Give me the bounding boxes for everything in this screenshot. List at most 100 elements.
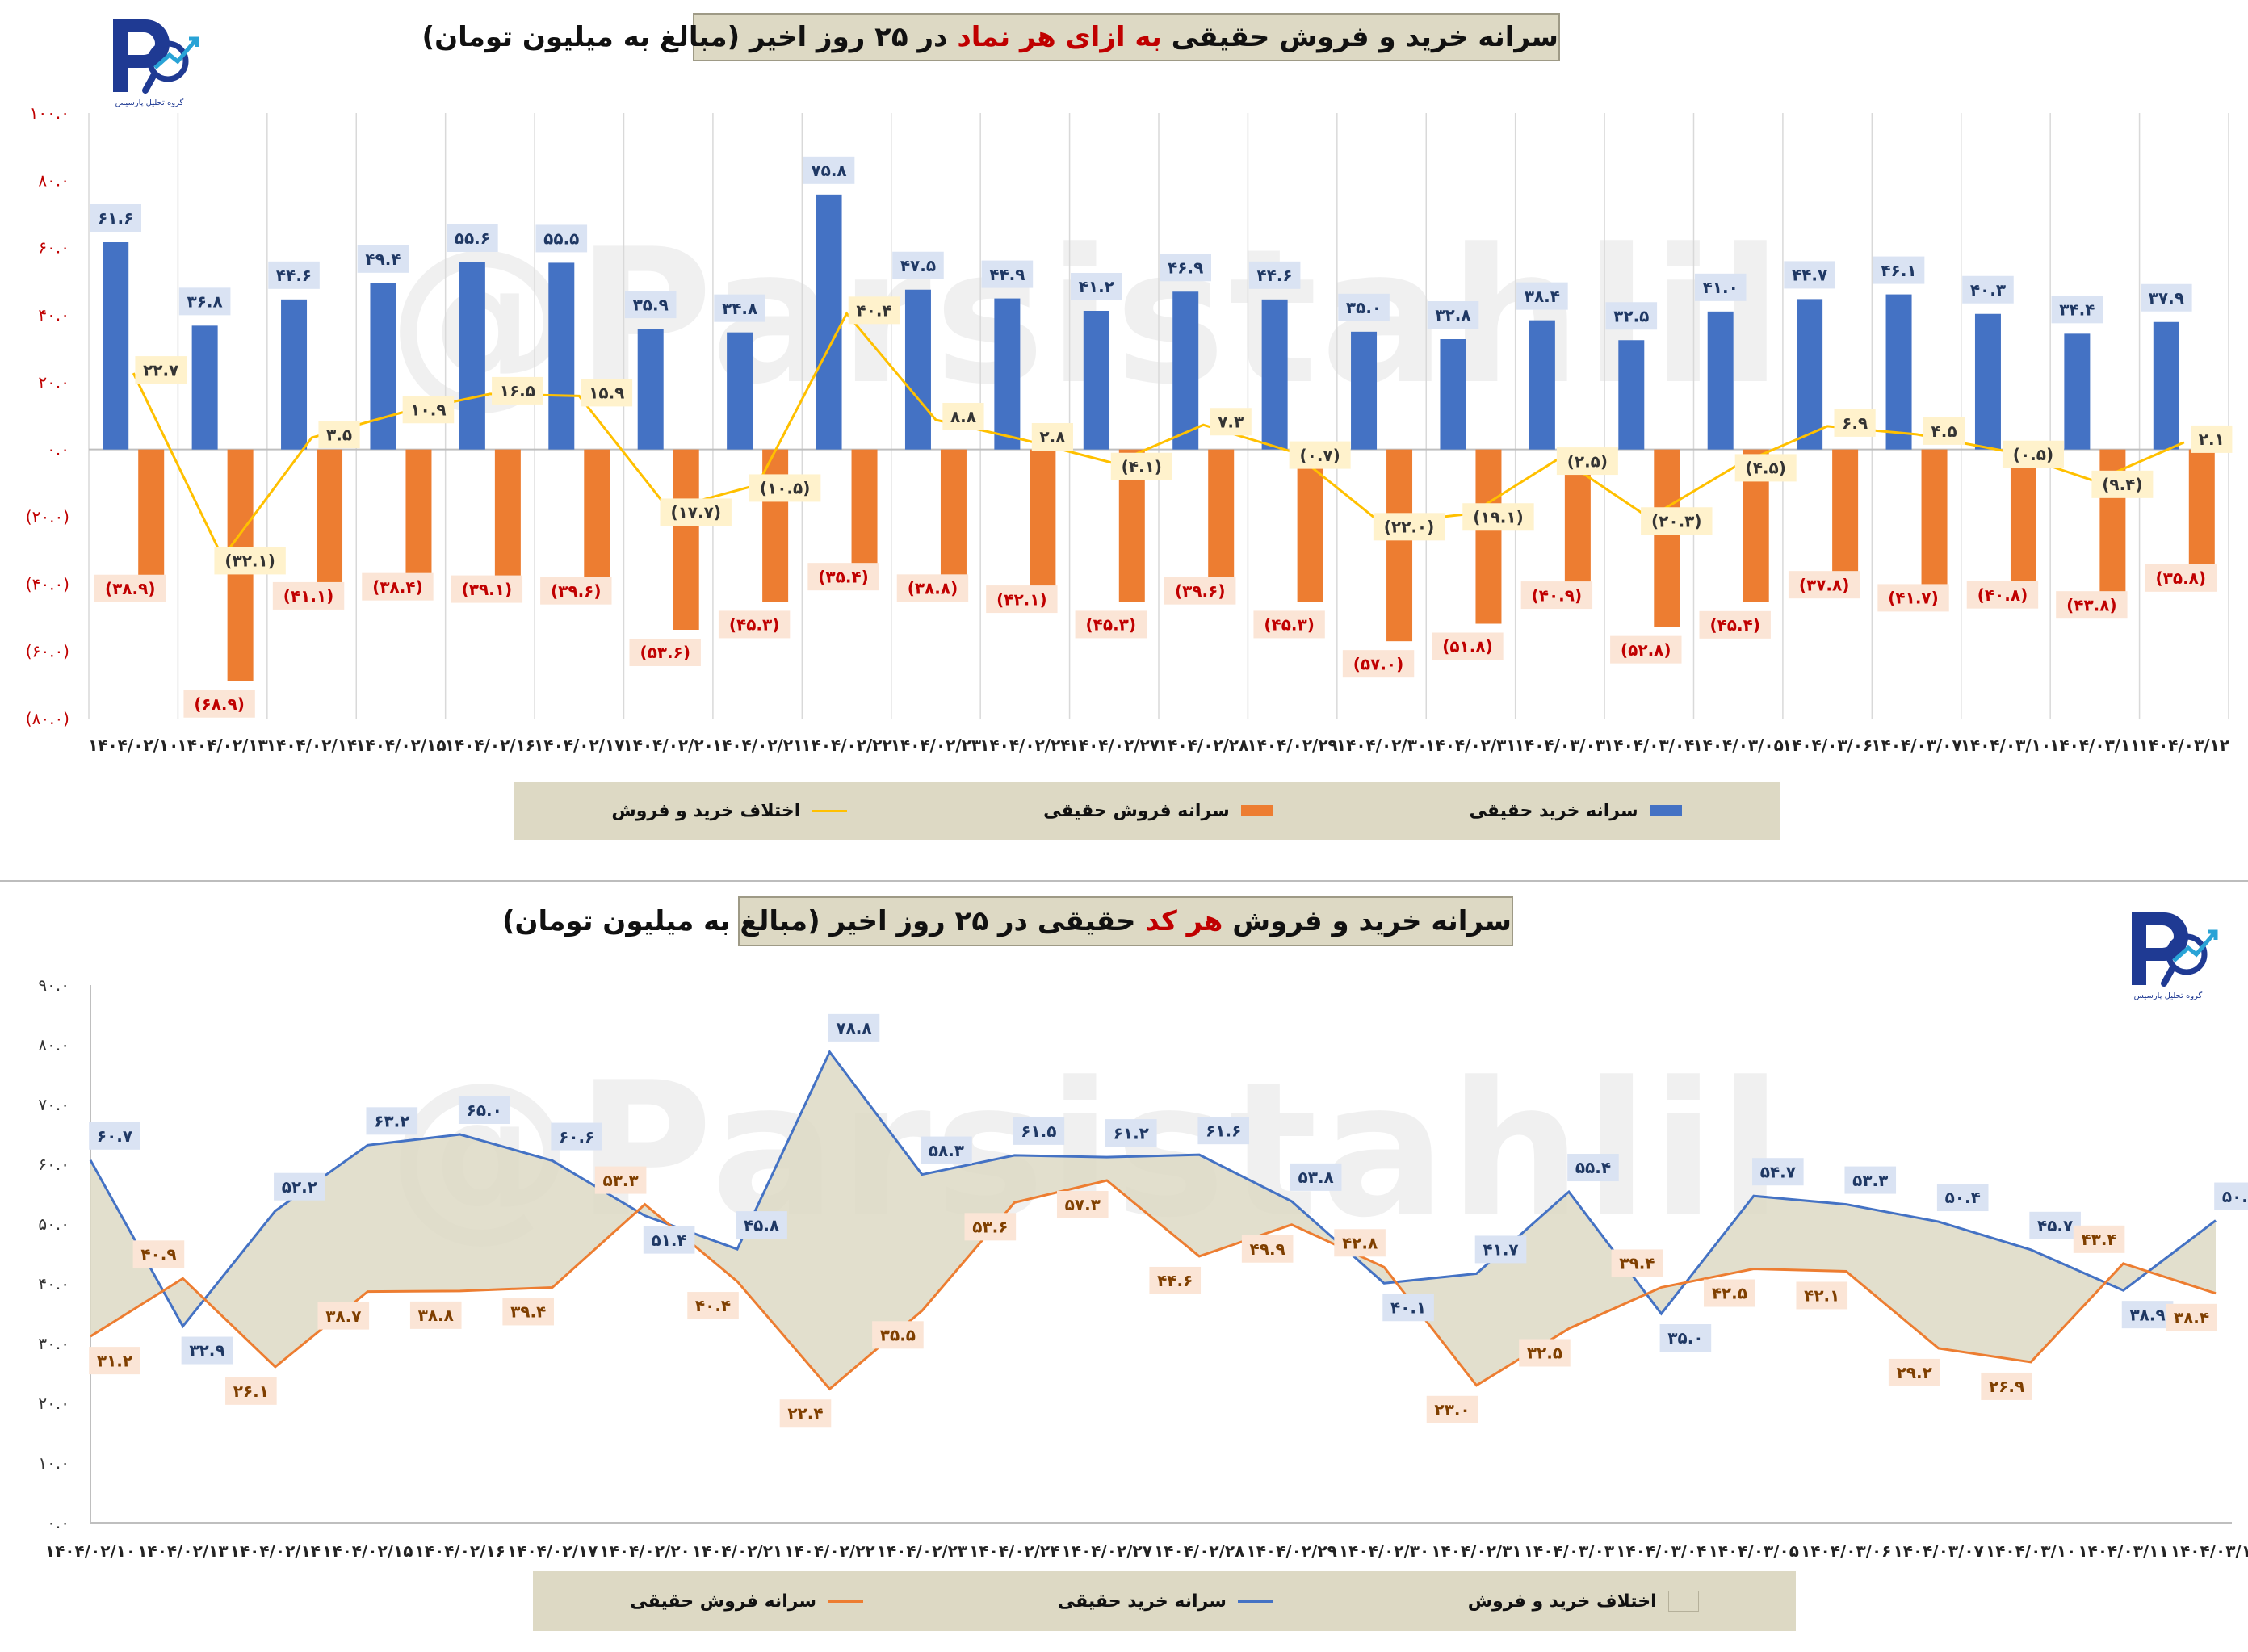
bar-buy (1974, 313, 2001, 450)
top-chart-svg: ۱۰۰.۰ ۸۰.۰ ۶۰.۰ ۴۰.۰ ۲۰.۰ ۰.۰ (۲۰.۰) (۴۰.۰) (۶۰.… (26, 103, 2233, 755)
data-label-diff: ۲۲.۷ (143, 360, 178, 379)
data-label-sell-bg (1334, 1229, 1386, 1257)
data-label-diff-bg (492, 376, 543, 405)
x-tick-label: ۱۴۰۴/۰۲/۲۸ (1158, 736, 1248, 755)
data-label-diff-bg (942, 403, 984, 430)
legend-label-buy: سرانه خرید حقیقی (1469, 800, 1638, 821)
data-label-diff: (۱۰.۵) (760, 479, 811, 498)
bar-buy (1261, 299, 1288, 450)
data-label-diff: ۴۰.۴ (856, 301, 891, 321)
bottom-title-highlight: هر کد (1145, 905, 1223, 937)
data-label-diff-bg (1210, 408, 1252, 436)
data-label-buy-bg (2029, 1211, 2081, 1239)
data-label-sell-bg (1149, 1266, 1202, 1294)
bottom-title-part1: سرانه خرید و فروش (1223, 905, 1512, 937)
y-tick-label: ۱۰.۰ (38, 1453, 69, 1473)
x-tick-label: ۱۴۰۴/۰۲/۲۱ (692, 1541, 782, 1561)
data-label-sell: (۴۱.۷) (1888, 589, 1939, 608)
x-tick-label: ۱۴۰۴/۰۳/۱۰ (1986, 1541, 2076, 1561)
data-label-sell: ۴۲.۸ (1342, 1233, 1378, 1252)
bar-sell (1030, 449, 1056, 592)
data-label-buy-bg (643, 1226, 695, 1254)
data-label-diff: ۱۰.۹ (410, 400, 446, 419)
data-label-buy: ۴۰.۳ (1970, 280, 2006, 300)
data-label-diff: (۲۰.۳) (1651, 511, 1702, 530)
data-label-buy: ۳۶.۸ (187, 292, 223, 312)
data-label-sell-bg (718, 610, 791, 639)
x-tick-label: ۱۴۰۴/۰۲/۲۹ (1247, 1541, 1337, 1561)
y-tick-label: ۰.۰ (47, 440, 69, 459)
legend-item-sell-line: سرانه فروش حقیقی (630, 1591, 864, 1612)
data-label-sell: ۳۸.۸ (418, 1306, 454, 1325)
bar-sell (317, 449, 343, 588)
legend-label-sell-line: سرانه فروش حقیقی (630, 1591, 817, 1612)
data-label-sell-bg (1056, 1190, 1109, 1218)
y-tick-label: (۴۰.۰) (26, 574, 69, 593)
data-label-buy-bg (892, 251, 944, 279)
data-label-buy: ۴۴.۷ (1792, 266, 1827, 285)
data-label-sell: (۳۹.۶) (1175, 581, 1226, 601)
data-label-sell-bg (1075, 610, 1147, 639)
data-label-buy: ۷۵.۸ (811, 161, 846, 180)
bar-buy (281, 299, 308, 450)
bar-buy (1707, 311, 1734, 450)
data-label-sell-bg (451, 575, 523, 603)
data-label-buy: ۵۵.۴ (1575, 1158, 1611, 1177)
x-tick-label: ۱۴۰۴/۰۲/۱۳ (137, 1541, 228, 1561)
data-label-diff-bg (1641, 507, 1713, 535)
data-label-buy: ۵۳.۸ (1298, 1168, 1334, 1187)
x-tick-label: ۱۴۰۴/۰۳/۰۷ (1871, 736, 1961, 755)
data-label-sell-bg (2145, 564, 2217, 592)
bottom-chart-svg: ۹۰.۰ ۸۰.۰ ۷۰.۰ ۶۰.۰ ۵۰.۰ ۴۰.۰ ۳۰.۰ ۲۰.۰ ۱۰.۰ ۰.۰ ۱… (38, 975, 2248, 1561)
data-label-sell: (۳۹.۱) (462, 580, 513, 599)
x-tick-label: ۱۴۰۴/۰۲/۲۳ (877, 1541, 967, 1561)
x-tick-label: ۱۴۰۴/۰۳/۰۳ (1515, 736, 1605, 755)
data-label-diff: ۲.۸ (1039, 427, 1065, 447)
legend-swatch-buy (1649, 805, 1682, 816)
data-label-sell: ۳۹.۴ (1619, 1254, 1655, 1273)
data-label-buy-bg (1474, 1235, 1527, 1264)
x-tick-label: ۱۴۰۴/۰۳/۰۵ (1693, 736, 1784, 755)
data-label-sell-bg (1241, 1235, 1294, 1263)
data-label-diff: (۳۲.۱) (224, 551, 275, 571)
bar-sell (405, 449, 432, 579)
x-tick-label: ۱۴۰۴/۰۲/۱۷ (534, 736, 624, 755)
data-label-diff-bg (1373, 513, 1445, 541)
data-label-buy: ۳۲.۵ (1613, 306, 1649, 325)
bar-buy (1885, 294, 1912, 450)
bar-buy (1172, 291, 1199, 450)
data-label-diff: ۴.۵ (1931, 421, 1957, 441)
data-label-sell: (۵۱.۸) (1442, 637, 1493, 656)
data-label-sell: (۴۵.۳) (1264, 615, 1315, 635)
data-label-buy-bg (1605, 302, 1658, 330)
data-label-buy-bg (1160, 254, 1212, 282)
x-tick-label: ۱۴۰۴/۰۲/۲۸ (1154, 1541, 1244, 1561)
x-tick-label: ۱۴۰۴/۰۲/۲۴ (969, 1541, 1059, 1561)
bar-sell (2188, 449, 2215, 570)
data-label-buy: ۶۱.۶ (98, 208, 133, 228)
y-tick-label: ۵۰.۰ (38, 1214, 69, 1234)
data-label-buy: ۴۶.۹ (1168, 258, 1203, 277)
data-label-diff-bg (848, 296, 900, 325)
bar-sell (1297, 449, 1323, 602)
bar-buy (2064, 333, 2091, 450)
data-label-sell: ۲۳.۰ (1434, 1400, 1470, 1419)
data-label-sell-bg (1342, 650, 1415, 678)
data-label-buy-bg (181, 1336, 233, 1365)
x-tick-label: ۱۴۰۴/۰۲/۳۰ (1336, 736, 1427, 755)
data-label-sell: (۴۵.۴) (1709, 615, 1760, 635)
data-label-diff: ۸.۸ (950, 407, 976, 426)
bar-buy (1797, 299, 1823, 450)
y-tick-label: (۸۰.۰) (26, 709, 69, 728)
data-label-sell-bg (1788, 571, 1860, 599)
y-tick-label: ۲۰.۰ (38, 372, 69, 392)
data-label-buy: ۶۳.۲ (374, 1112, 409, 1131)
data-label-sell: ۴۳.۴ (2081, 1230, 2116, 1249)
data-label-buy: ۳۸.۴ (1525, 287, 1560, 306)
top-title-highlight: به ازای هر نماد (957, 21, 1162, 53)
data-label-diff-bg (402, 396, 455, 424)
data-label-buy-bg (268, 261, 320, 289)
x-tick-label: ۱۴۰۴/۰۲/۲۲ (801, 736, 891, 755)
data-label-sell: ۳۱.۲ (97, 1351, 132, 1370)
data-label-buy-bg (1567, 1154, 1619, 1182)
